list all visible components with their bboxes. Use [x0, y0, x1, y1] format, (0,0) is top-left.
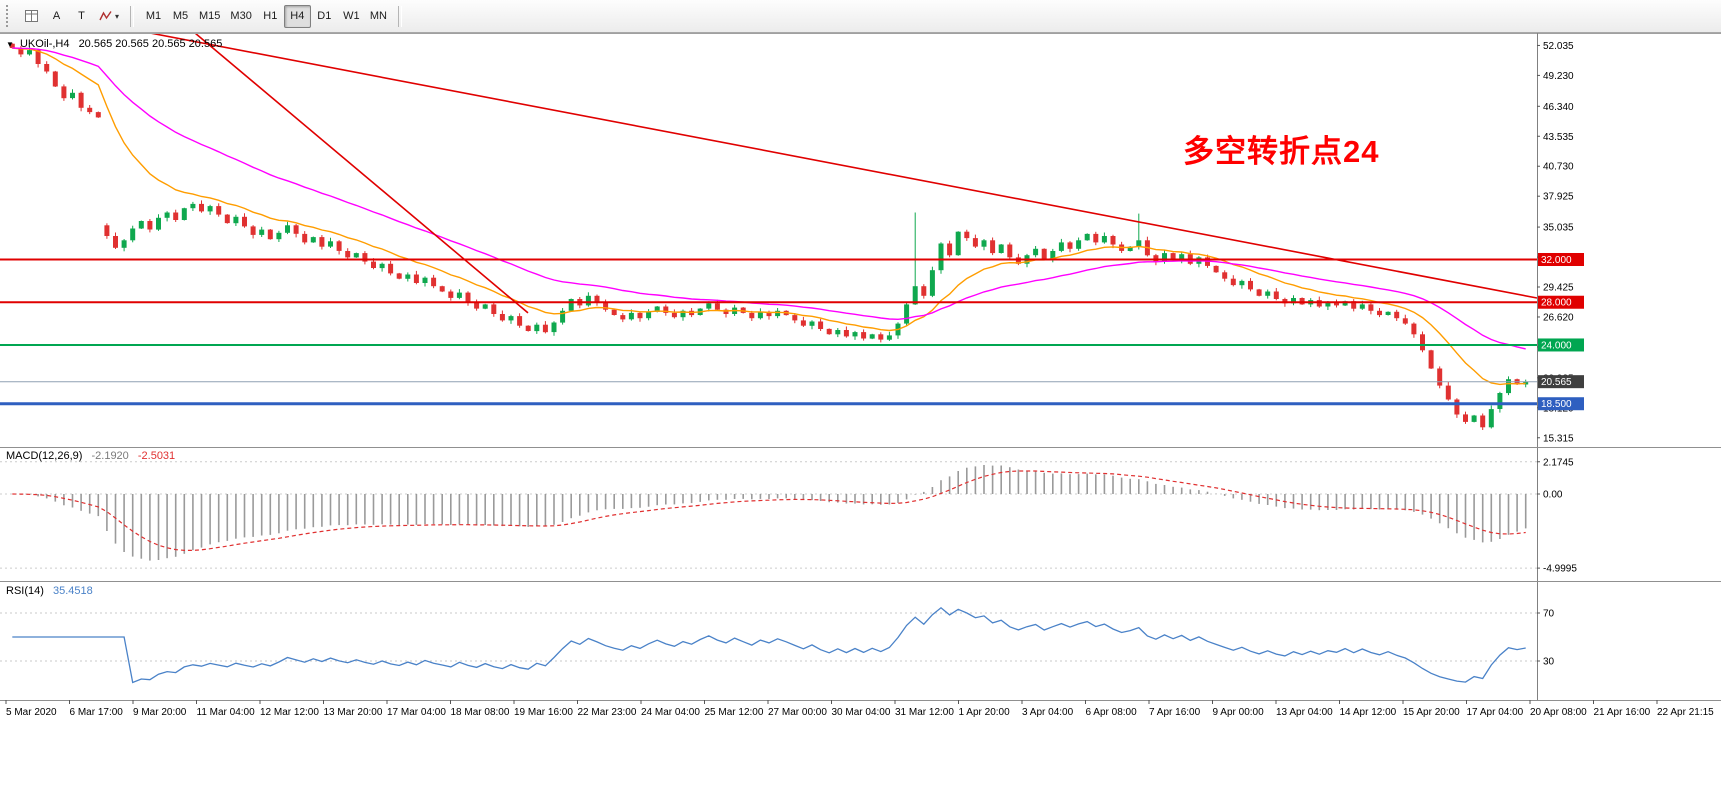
- svg-text:17 Apr 04:00: 17 Apr 04:00: [1467, 707, 1524, 718]
- svg-text:14 Apr 12:00: 14 Apr 12:00: [1340, 707, 1397, 718]
- macd-header: MACD(12,26,9) -2.1920 -2.5031: [6, 450, 175, 462]
- svg-text:22 Mar 23:00: 22 Mar 23:00: [578, 707, 637, 718]
- svg-text:12 Mar 12:00: 12 Mar 12:00: [260, 707, 319, 718]
- macd-histogram: [20, 465, 1527, 561]
- trendline-1[interactable]: [194, 33, 529, 314]
- grid-icon: [25, 10, 38, 22]
- timeframe-button-m30[interactable]: M30: [225, 5, 256, 28]
- macd-label: MACD(12,26,9): [6, 450, 83, 462]
- toolbar: A T ▾ M1 M5 M15 M30 H1 H4 D1 W1 MN: [0, 0, 1721, 33]
- rsi-line: [12, 606, 1526, 684]
- svg-text:3 Apr 04:00: 3 Apr 04:00: [1022, 707, 1074, 718]
- ma-fast-line: [12, 47, 1526, 386]
- symbol-timeframe-label: UKOil-,H4: [19, 38, 70, 50]
- toolbar-separator: [397, 5, 402, 27]
- price-badges: 32.000 28.000 24.000 18.500 20.565: [1538, 252, 1584, 411]
- price-axis[interactable]: [1537, 33, 1721, 700]
- svg-text:9 Apr 00:00: 9 Apr 00:00: [1213, 707, 1265, 718]
- collapse-chart-icon[interactable]: ▼: [6, 40, 14, 49]
- dropdown-caret-icon: ▾: [115, 11, 120, 21]
- time-axis-labels: 5 Mar 2020 6 Mar 17:00 9 Mar 20:00 11 Mar 0…: [5, 700, 1714, 718]
- timeframe-button-h4[interactable]: H4: [283, 4, 311, 28]
- svg-text:18.500: 18.500: [1541, 399, 1572, 410]
- svg-text:6 Apr 08:00: 6 Apr 08:00: [1086, 707, 1138, 718]
- rsi-label: RSI(14): [6, 585, 44, 597]
- svg-text:30 Mar 04:00: 30 Mar 04:00: [832, 707, 891, 718]
- svg-text:24.000: 24.000: [1541, 340, 1572, 351]
- ma-slow-line: [12, 47, 1526, 350]
- svg-text:30: 30: [1543, 657, 1555, 668]
- svg-text:17 Mar 04:00: 17 Mar 04:00: [387, 707, 446, 718]
- timeframe-button-w1[interactable]: W1: [338, 5, 365, 28]
- svg-text:6 Mar 17:00: 6 Mar 17:00: [70, 707, 124, 718]
- svg-text:70: 70: [1543, 609, 1555, 620]
- svg-text:9 Mar 20:00: 9 Mar 20:00: [133, 707, 187, 718]
- svg-text:29.425: 29.425: [1543, 283, 1574, 294]
- svg-text:37.925: 37.925: [1543, 192, 1574, 203]
- svg-text:40.730: 40.730: [1543, 162, 1574, 173]
- svg-text:46.340: 46.340: [1543, 102, 1574, 113]
- svg-text:19 Mar 16:00: 19 Mar 16:00: [514, 707, 573, 718]
- svg-text:11 Mar 04:00: 11 Mar 04:00: [197, 707, 256, 718]
- timeframe-button-d1[interactable]: D1: [311, 5, 338, 28]
- timeframe-button-m1[interactable]: M1: [140, 5, 167, 28]
- svg-text:22 Apr 21:15: 22 Apr 21:15: [1657, 707, 1714, 718]
- charts-grid-button[interactable]: [19, 5, 44, 28]
- rsi-header: RSI(14) 35.4518: [6, 585, 93, 597]
- svg-text:1 Apr 20:00: 1 Apr 20:00: [959, 707, 1011, 718]
- svg-text:27 Mar 00:00: 27 Mar 00:00: [768, 707, 827, 718]
- toolbar-separator: [130, 5, 135, 27]
- trendline-2[interactable]: [149, 33, 1538, 299]
- chart-canvas[interactable]: 52.035 49.230 46.340 43.535 40.730 37.925 35.0…: [0, 33, 1721, 796]
- svg-text:5 Mar 2020: 5 Mar 2020: [6, 707, 57, 718]
- rsi-value: 35.4518: [52, 585, 93, 597]
- svg-text:0.00: 0.00: [1543, 489, 1563, 500]
- svg-text:13 Apr 04:00: 13 Apr 04:00: [1276, 707, 1333, 718]
- arrow-tool-button[interactable]: A: [44, 5, 69, 28]
- svg-text:24 Mar 04:00: 24 Mar 04:00: [641, 707, 700, 718]
- svg-text:18 Mar 08:00: 18 Mar 08:00: [451, 707, 510, 718]
- svg-text:7 Apr 16:00: 7 Apr 16:00: [1149, 707, 1201, 718]
- timeframe-button-h1[interactable]: H1: [257, 5, 284, 28]
- macd-main-value: -2.1920: [91, 450, 129, 462]
- timeframe-button-mn[interactable]: MN: [365, 5, 392, 28]
- svg-text:15.315: 15.315: [1543, 433, 1574, 444]
- svg-text:49.230: 49.230: [1543, 71, 1574, 82]
- ohlc-values: 20.565 20.565 20.565 20.565: [78, 38, 223, 50]
- svg-text:26.620: 26.620: [1543, 312, 1574, 323]
- timeframe-button-m15[interactable]: M15: [194, 5, 225, 28]
- chart-annotation-text[interactable]: 多空转折点24: [1183, 134, 1380, 169]
- svg-text:21 Apr 16:00: 21 Apr 16:00: [1594, 707, 1651, 718]
- toolbar-grip[interactable]: [6, 5, 13, 27]
- svg-text:25 Mar 12:00: 25 Mar 12:00: [705, 707, 764, 718]
- chart-symbol-header: ▼ UKOil-,H4 20.565 20.565 20.565 20.565: [6, 38, 222, 50]
- timeframe-group: M1 M5 M15 M30 H1 H4 D1 W1 MN: [140, 4, 392, 28]
- polyline-icon: [99, 11, 112, 21]
- svg-text:20 Apr 08:00: 20 Apr 08:00: [1530, 707, 1587, 718]
- svg-text:-4.9995: -4.9995: [1543, 564, 1577, 575]
- polyline-tool-button[interactable]: ▾: [94, 5, 124, 28]
- svg-text:20.565: 20.565: [1541, 377, 1572, 388]
- macd-signal-line: [12, 470, 1526, 551]
- text-tool-button[interactable]: T: [69, 5, 94, 28]
- svg-text:28.000: 28.000: [1541, 298, 1572, 309]
- rsi-levels: 70 30: [0, 609, 1555, 668]
- svg-text:52.035: 52.035: [1543, 41, 1574, 52]
- timeframe-button-m5[interactable]: M5: [167, 5, 194, 28]
- svg-text:43.535: 43.535: [1543, 132, 1574, 143]
- svg-text:35.035: 35.035: [1543, 223, 1574, 234]
- svg-text:13 Mar 20:00: 13 Mar 20:00: [324, 707, 383, 718]
- svg-text:32.000: 32.000: [1541, 255, 1572, 266]
- macd-axis-labels: 2.1745 0.00 -4.9995: [0, 457, 1577, 575]
- svg-text:2.1745: 2.1745: [1543, 457, 1574, 468]
- svg-text:31 Mar 12:00: 31 Mar 12:00: [895, 707, 954, 718]
- macd-signal-value: -2.5031: [137, 450, 176, 462]
- svg-text:15 Apr 20:00: 15 Apr 20:00: [1403, 707, 1460, 718]
- time-axis[interactable]: [0, 700, 1721, 740]
